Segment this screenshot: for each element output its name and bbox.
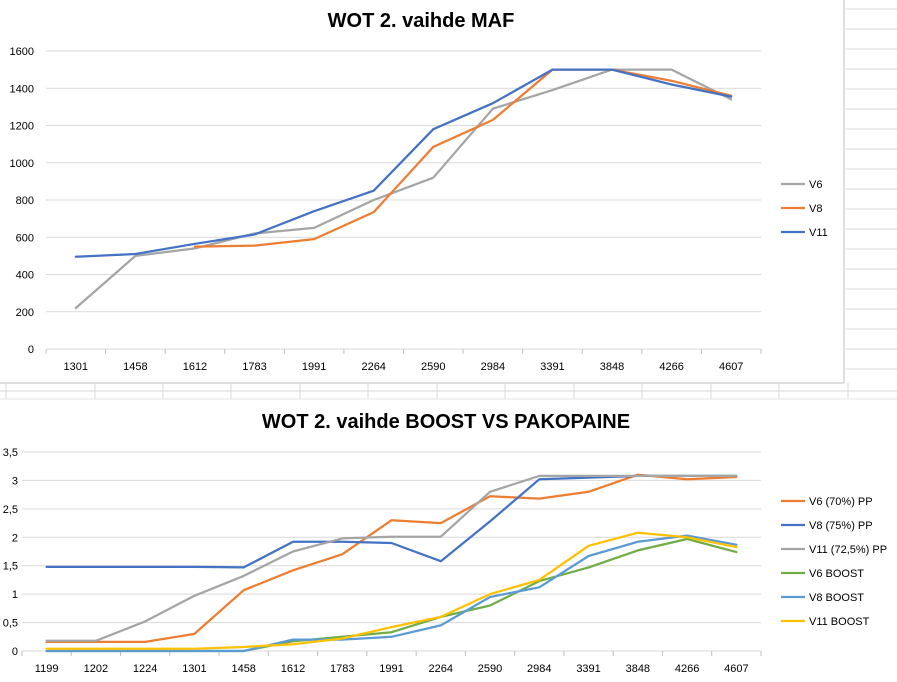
series-line-v11-72-5-pp [45,474,738,642]
y-tick-label: 200 [16,307,34,319]
legend-label: V8 (75%) PP [809,520,873,532]
x-tick-label: 2264 [361,361,385,373]
series-line-v8 [193,68,733,248]
x-tick-label: 1783 [242,361,266,373]
y-tick-label: 1000 [10,158,34,170]
x-tick-label: 2264 [429,663,453,675]
y-tick-label: 3 [12,475,18,487]
chart-title: WOT 2. vaihde BOOST VS PAKOPAINE [262,411,630,433]
y-tick-label: 600 [16,232,34,244]
sheet-background [0,0,897,400]
x-tick-label: 1301 [64,361,88,373]
x-tick-label: 2590 [478,663,502,675]
y-tick-label: 2,5 [3,504,18,516]
legend-label: V6 [809,179,822,191]
x-tick-label: 4607 [724,663,748,675]
x-tick-label: 1458 [231,663,255,675]
series-line-v11-boost [45,531,738,650]
y-tick-label: 1 [12,589,18,601]
x-tick-label: 1199 [35,663,59,675]
y-tick-label: 400 [16,270,34,282]
x-tick-label: 3391 [540,361,564,373]
x-tick-label: 1612 [183,361,207,373]
legend-label: V8 BOOST [809,592,864,604]
x-tick-label: 1783 [330,663,354,675]
x-tick-label: 1612 [281,663,305,675]
y-tick-label: 1400 [10,83,34,95]
x-tick-label: 2984 [527,663,551,675]
y-tick-label: 1,5 [3,561,18,573]
x-tick-label: 1991 [302,361,326,373]
series-line-v6-boost [45,537,738,653]
series-line-v11 [74,68,733,258]
x-tick-label: 3391 [576,663,600,675]
x-tick-label: 2590 [421,361,445,373]
y-tick-label: 1600 [10,46,34,58]
x-tick-label: 4607 [719,361,743,373]
y-tick-label: 0 [28,344,34,356]
legend-label: V11 BOOST [809,616,870,628]
y-tick-label: 2 [12,532,18,544]
series-line-v6 [74,68,733,310]
x-tick-label: 1991 [379,663,403,675]
x-tick-label: 1301 [182,663,206,675]
chart-title: WOT 2. vaihde MAF [328,10,515,32]
y-tick-label: 0 [12,646,18,658]
x-tick-label: 4266 [659,361,683,373]
y-tick-label: 800 [16,195,34,207]
x-tick-label: 1224 [133,663,157,675]
y-tick-label: 0,5 [3,618,18,630]
legend-label: V11 (72,5%) PP [809,544,887,556]
legend-label: V6 BOOST [809,568,864,580]
legend-label: V8 [809,203,822,215]
series-line-v6-70-pp [45,473,738,644]
legend-label: V11 [809,227,828,239]
x-tick-label: 3848 [600,361,624,373]
series-line-v8-75-pp [45,474,738,569]
x-tick-label: 3848 [626,663,650,675]
y-tick-label: 1200 [10,121,34,133]
x-tick-label: 2984 [481,361,505,373]
y-tick-label: 3,5 [3,447,18,459]
x-tick-label: 1458 [123,361,147,373]
boost-vs-pakopaine-chart: WOT 2. vaihde BOOST VS PAKOPAINE 0 0,5 1 1,… [3,411,887,675]
series-line-v8-boost [45,534,738,653]
x-tick-label: 1202 [84,663,108,675]
x-tick-label: 4266 [675,663,699,675]
maf-chart: WOT 2. vaihde MAF 0 200 400 600 800 1000 1200 1… [10,10,828,373]
legend-label: V6 (70%) PP [809,496,873,508]
